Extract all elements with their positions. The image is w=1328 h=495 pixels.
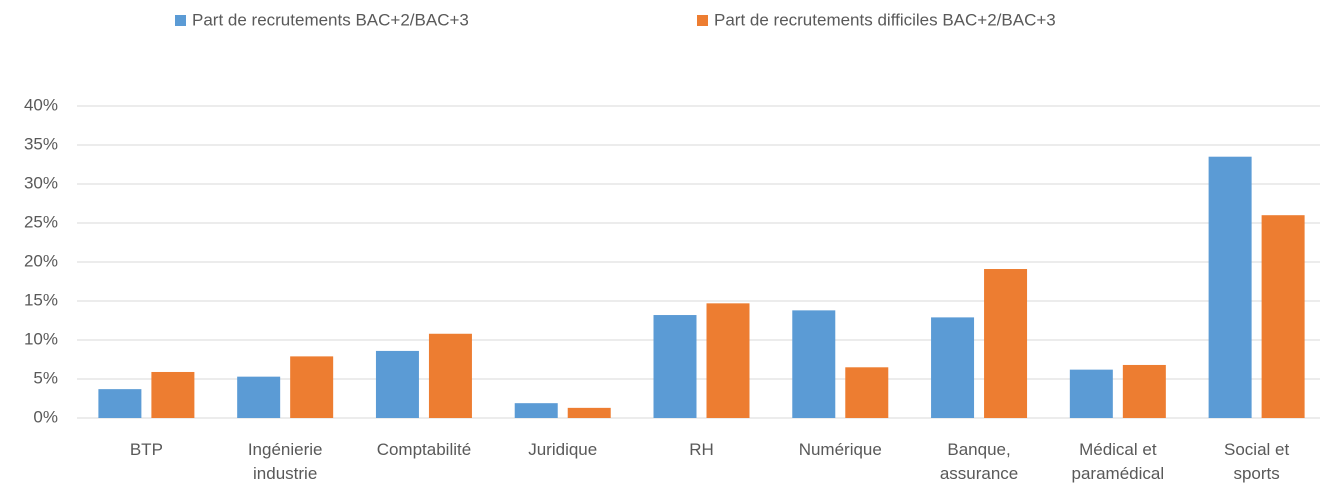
y-tick-label: 25% bbox=[24, 212, 58, 231]
bar bbox=[428, 333, 472, 418]
bar bbox=[1261, 215, 1305, 418]
x-tick-label: RH bbox=[689, 440, 714, 459]
bar bbox=[792, 310, 836, 418]
bar bbox=[653, 315, 697, 418]
y-tick-label: 35% bbox=[24, 134, 58, 153]
x-tick-label: Numérique bbox=[798, 440, 882, 459]
x-tick-label: Juridique bbox=[528, 440, 598, 459]
bar bbox=[706, 303, 750, 418]
bar bbox=[1122, 364, 1166, 418]
legend-swatch bbox=[175, 15, 186, 26]
legend-label: Part de recrutements BAC+2/BAC+3 bbox=[192, 10, 469, 29]
x-tick-label: Médical et paramédical bbox=[1071, 440, 1165, 483]
bar bbox=[514, 403, 558, 418]
bar bbox=[1208, 156, 1252, 418]
bar bbox=[98, 389, 142, 418]
y-tick-label: 10% bbox=[24, 329, 58, 348]
bar bbox=[290, 356, 334, 418]
bar bbox=[375, 350, 419, 418]
bar bbox=[567, 407, 611, 418]
x-tick-label: Comptabilité bbox=[376, 440, 472, 459]
x-tick-label: Banque, assurance bbox=[939, 440, 1019, 483]
x-tick-label: Ingénierie industrie bbox=[247, 440, 323, 483]
bar bbox=[931, 317, 975, 418]
bar bbox=[151, 371, 195, 418]
y-tick-label: 40% bbox=[24, 95, 58, 114]
y-tick-label: 5% bbox=[33, 368, 58, 387]
y-tick-label: 30% bbox=[24, 173, 58, 192]
bar bbox=[984, 269, 1028, 418]
x-tick-label: BTP bbox=[129, 440, 163, 459]
x-tick-label: Social et sports bbox=[1224, 440, 1290, 483]
y-tick-label: 20% bbox=[24, 251, 58, 270]
bar bbox=[237, 376, 281, 418]
legend-swatch bbox=[697, 15, 708, 26]
bar bbox=[1069, 369, 1113, 418]
legend-label: Part de recrutements difficiles BAC+2/BA… bbox=[714, 10, 1056, 29]
y-tick-label: 15% bbox=[24, 290, 58, 309]
y-tick-label: 0% bbox=[33, 407, 58, 426]
bar bbox=[845, 367, 889, 418]
